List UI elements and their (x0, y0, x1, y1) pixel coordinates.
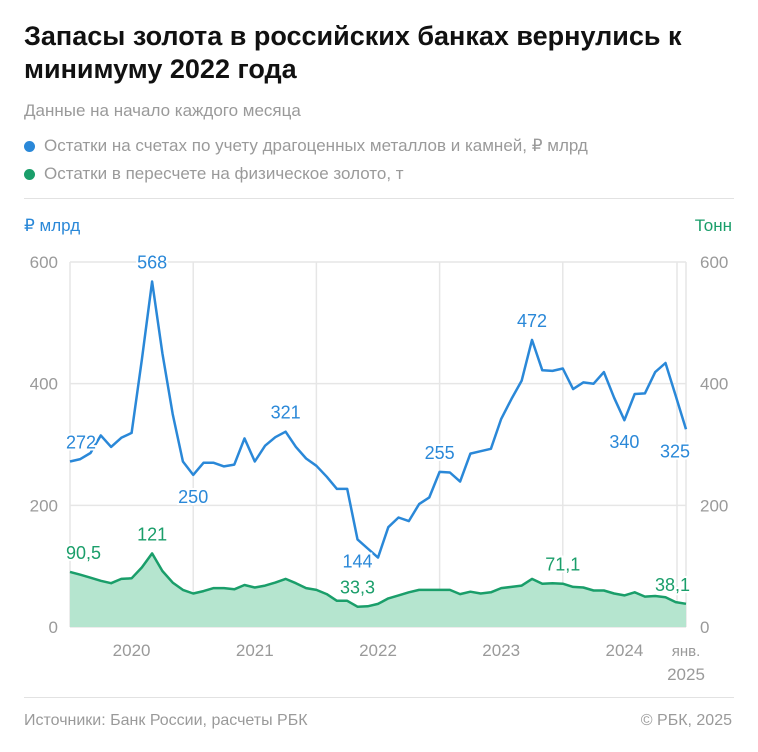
legend-item-rub: Остатки на счетах по учету драгоценных м… (24, 136, 588, 156)
data-label: 321 (271, 403, 301, 423)
data-label: 71,1 (545, 555, 580, 575)
data-label: 250 (178, 487, 208, 507)
legend-item-tonnes: Остатки в пересчете на физическое золото… (24, 164, 404, 184)
source-note: Источники: Банк России, расчеты РБК (24, 712, 308, 729)
data-label: 38,1 (655, 575, 690, 595)
right-tick-label: 400 (700, 375, 728, 394)
left-axis-title: ₽ млрд (24, 216, 81, 235)
data-label: 340 (609, 432, 639, 452)
area-fill (70, 553, 686, 627)
chart-subtitle: Данные на начало каждого месяца (24, 101, 301, 120)
x-tick-label: 2021 (236, 641, 274, 660)
x-tick-label: 2024 (605, 641, 643, 660)
left-tick-label: 600 (30, 253, 58, 272)
data-label: 90,5 (66, 543, 101, 563)
data-label: 325 (660, 441, 690, 461)
divider (24, 198, 734, 199)
plot-area: 0 0 200 200 400 400 600 600 2020 2021 2022 2023 2024… (30, 250, 729, 684)
data-label: 472 (517, 311, 547, 331)
right-tick-label: 0 (700, 618, 709, 637)
series-line (69, 280, 688, 559)
left-tick-label: 400 (30, 375, 58, 394)
data-label: 255 (425, 443, 455, 463)
legend-label: Остатки на счетах по учету драгоценных м… (44, 136, 588, 155)
left-tick-label: 200 (30, 496, 58, 515)
chart-title: Запасы золота в российских банках вернул… (24, 21, 682, 84)
data-label: 568 (137, 252, 167, 272)
copyright: © РБК, 2025 (640, 712, 732, 729)
legend-dot-blue (24, 140, 35, 152)
right-tick-label: 600 (700, 253, 728, 272)
data-label: 121 (137, 524, 167, 544)
x-last-label: 2025 (667, 665, 705, 684)
divider (24, 697, 734, 698)
left-tick-label: 0 (49, 618, 58, 637)
x-tick-label: 2022 (359, 641, 397, 660)
right-tick-label: 200 (700, 496, 728, 515)
data-label: 33,3 (340, 578, 375, 598)
legend-dot-green (24, 168, 35, 180)
x-tick-label: 2023 (482, 641, 520, 660)
x-tick-label: 2020 (113, 641, 151, 660)
legend-label: Остатки в пересчете на физическое золото… (44, 164, 404, 183)
data-label: 144 (342, 551, 372, 571)
x-last-label: янв. (672, 643, 701, 660)
data-label: 272 (66, 433, 96, 453)
right-axis-title: Тонн (694, 216, 732, 235)
